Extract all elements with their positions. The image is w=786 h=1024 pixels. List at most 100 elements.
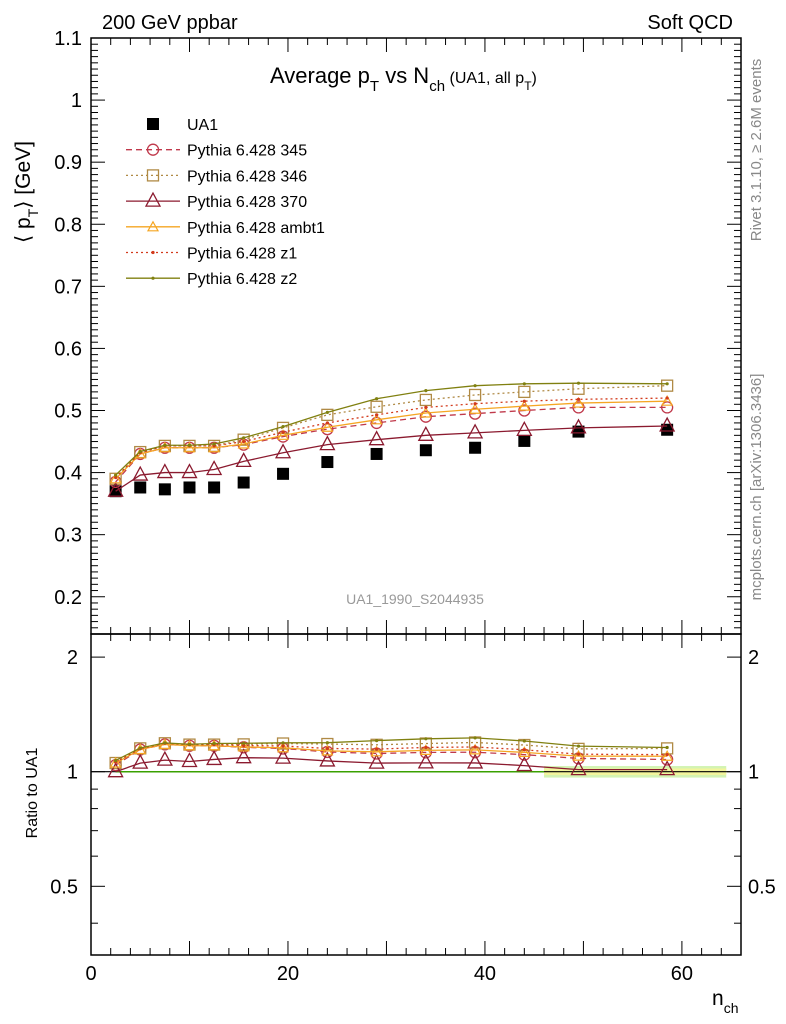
ratio-point: [242, 743, 246, 748]
data-point: [467, 423, 484, 439]
ratio-point: [325, 746, 329, 751]
legend-label: Pythia 6.428 346: [187, 168, 307, 185]
data-point: [163, 443, 167, 447]
title-close: ): [532, 70, 537, 87]
data-point: [158, 441, 171, 453]
ratio-layer: [107, 736, 676, 778]
data-point: [325, 421, 329, 425]
series-line: [115, 397, 668, 479]
data-point: [469, 441, 482, 454]
data-point: [321, 421, 334, 432]
data-point: [419, 406, 432, 418]
ratio-point: [325, 741, 329, 745]
ratio-point: [187, 742, 192, 746]
ratio-tick-label-left: 0.5: [50, 876, 78, 898]
series-0: [109, 423, 674, 498]
legend-marker: [144, 191, 162, 207]
title-sub2: ch: [429, 78, 445, 95]
data-point: [235, 452, 252, 468]
data-uncertainty-band: [91, 766, 741, 778]
data-point: [321, 456, 334, 469]
data-point: [661, 423, 674, 436]
axis-ticks: 0 20 40 60 0.2 0.3 0.4 0.5 0.6 0.7 0.8 0.9 1 1.1 0.5 0.…: [50, 28, 776, 985]
ratio-point: [375, 747, 379, 751]
ratio-point: [522, 748, 526, 752]
data-point: [281, 425, 285, 429]
data-point: [473, 402, 477, 406]
series-line: [115, 406, 668, 483]
ratio-point: [132, 753, 149, 769]
ratio-line: [115, 741, 668, 764]
data-point: [183, 441, 196, 453]
ratio-point: [206, 750, 223, 766]
data-point: [424, 389, 428, 393]
ratio-point: [665, 753, 669, 757]
mcplots-text: mcplots.cern.ch [arXiv:1306.3436]: [748, 374, 765, 601]
y-tick-label: 0.6: [54, 338, 82, 360]
ratio-point: [212, 741, 216, 746]
data-point: [277, 429, 290, 440]
x-tick-label: 60: [671, 963, 693, 985]
data-point: [281, 430, 285, 434]
ratio-plot-frame: [90, 633, 742, 956]
title-main: Average p: [270, 63, 370, 88]
title-small: (UA1, all p: [445, 70, 524, 87]
data-point: [321, 408, 334, 421]
ratio-series-3: [107, 748, 676, 778]
ratio-point: [163, 741, 167, 745]
data-point: [109, 472, 122, 484]
title-sub1: T: [370, 78, 379, 95]
legend-label: Pythia 6.428 z1: [187, 246, 297, 263]
data-point: [325, 410, 329, 414]
ratio-point: [274, 748, 292, 764]
ratio-point: [665, 745, 669, 750]
y-tick-label: 1.1: [54, 28, 82, 50]
legend-marker: [151, 276, 155, 280]
y-tick-label: 0.9: [54, 152, 82, 174]
ratio-point: [281, 741, 285, 745]
data-point: [212, 442, 216, 446]
data-point: [659, 416, 676, 432]
ratio-tick-label-left: 1: [67, 762, 78, 784]
data-point: [576, 381, 581, 385]
data-point: [522, 399, 526, 403]
chart-title: Average pT vs Nch (UA1, all pT): [270, 63, 537, 95]
ratio-series-6: [114, 736, 669, 763]
ratio-point: [424, 745, 428, 750]
ratio-point: [576, 752, 581, 756]
ratio-point: [516, 756, 533, 772]
legend-marker: [151, 250, 155, 255]
data-point: [572, 396, 585, 408]
legend-marker: [146, 143, 160, 156]
data-point: [516, 420, 533, 437]
y-tick-label: 0.4: [54, 463, 82, 485]
data-point: [237, 476, 250, 489]
ratio-point: [237, 740, 250, 752]
ratio-point: [375, 739, 379, 743]
data-point: [242, 436, 246, 440]
ratio-point: [469, 743, 482, 755]
data-point: [368, 430, 385, 446]
series-layer: [107, 379, 676, 498]
ratio-point: [235, 748, 252, 764]
data-point: [468, 388, 482, 402]
data-point: [469, 403, 482, 414]
data-point: [370, 416, 383, 430]
series-6: [114, 381, 669, 477]
title-mid: vs N: [379, 63, 429, 88]
data-point: [370, 413, 383, 425]
ratio-point: [156, 750, 173, 766]
data-point: [419, 393, 432, 407]
data-point: [522, 382, 526, 386]
data-point: [274, 443, 292, 459]
header-right: Soft QCD: [647, 12, 733, 34]
y-label-tail: ⟩ [GeV]: [12, 141, 35, 209]
data-point: [570, 418, 587, 434]
series-3: [107, 416, 676, 497]
legend-label: Pythia 6.428 z2: [187, 271, 297, 288]
ratio-point: [473, 736, 477, 740]
data-point: [187, 443, 192, 447]
data-point: [156, 463, 173, 479]
data-point: [375, 413, 379, 417]
